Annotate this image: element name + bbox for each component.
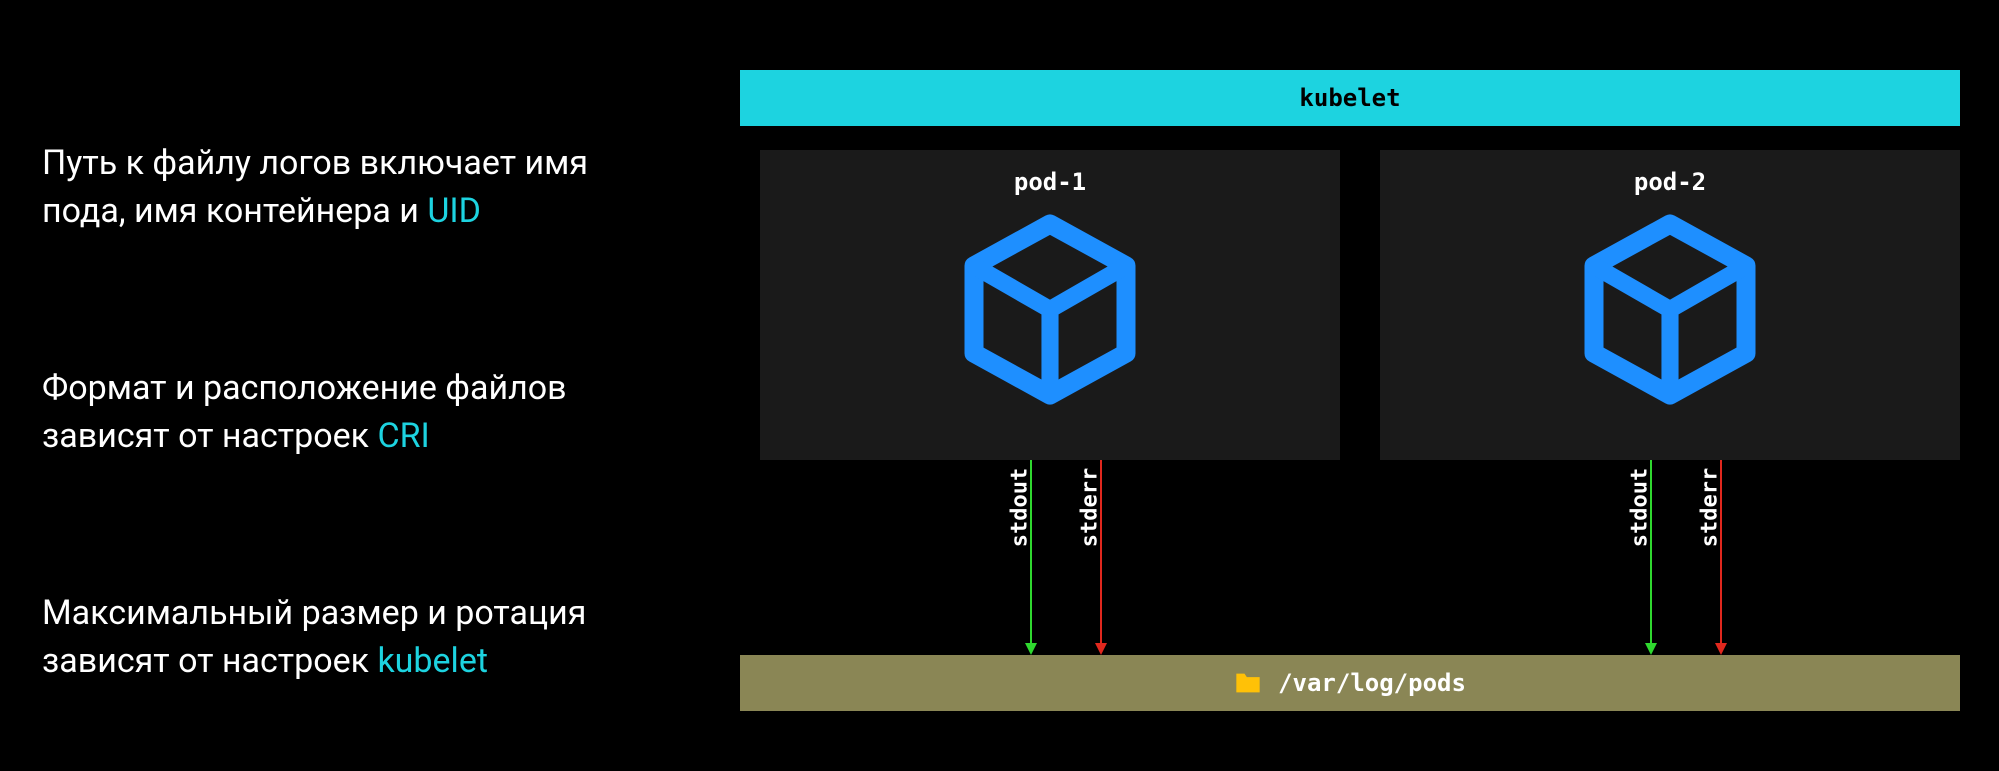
arrow-label: stderr	[1078, 458, 1103, 558]
text-line: зависят от настроек	[42, 416, 377, 456]
text-highlight: CRI	[377, 416, 429, 456]
pod-box-2: pod-2	[1380, 150, 1960, 460]
arrow-stderr-2: stderr	[1720, 460, 1722, 655]
arrow-label: stderr	[1698, 458, 1723, 558]
diagram-container: kubelet pod-1 pod-2 stdout stderr stdout…	[740, 70, 1960, 730]
text-line: зависят от настроек	[42, 641, 377, 681]
arrow-stdout-2: stdout	[1650, 460, 1652, 655]
kubelet-label: kubelet	[1299, 84, 1400, 112]
text-highlight: kubelet	[377, 641, 488, 681]
arrow-stderr-1: stderr	[1100, 460, 1102, 655]
text-line: Путь к файлу логов включает имя	[42, 143, 588, 183]
cube-icon	[955, 214, 1145, 424]
text-block-1: Путь к файлу логов включает имя пода, им…	[42, 140, 588, 235]
text-line: Максимальный размер и ротация	[42, 593, 586, 633]
pod-label: pod-1	[1014, 168, 1086, 196]
folder-icon	[1234, 671, 1262, 695]
pod-box-1: pod-1	[760, 150, 1340, 460]
text-line: пода, имя контейнера и	[42, 191, 427, 231]
text-highlight: UID	[427, 191, 481, 231]
pod-label: pod-2	[1634, 168, 1706, 196]
arrow-label: stdout	[1628, 458, 1653, 558]
cube-icon	[1575, 214, 1765, 424]
text-line: Формат и расположение файлов	[42, 368, 567, 408]
log-path-text: /var/log/pods	[1278, 669, 1466, 697]
log-path-bar: /var/log/pods	[740, 655, 1960, 711]
text-block-3: Максимальный размер и ротация зависят от…	[42, 590, 586, 685]
arrow-stdout-1: stdout	[1030, 460, 1032, 655]
arrow-label: stdout	[1008, 458, 1033, 558]
text-block-2: Формат и расположение файлов зависят от …	[42, 365, 567, 460]
kubelet-bar: kubelet	[740, 70, 1960, 126]
